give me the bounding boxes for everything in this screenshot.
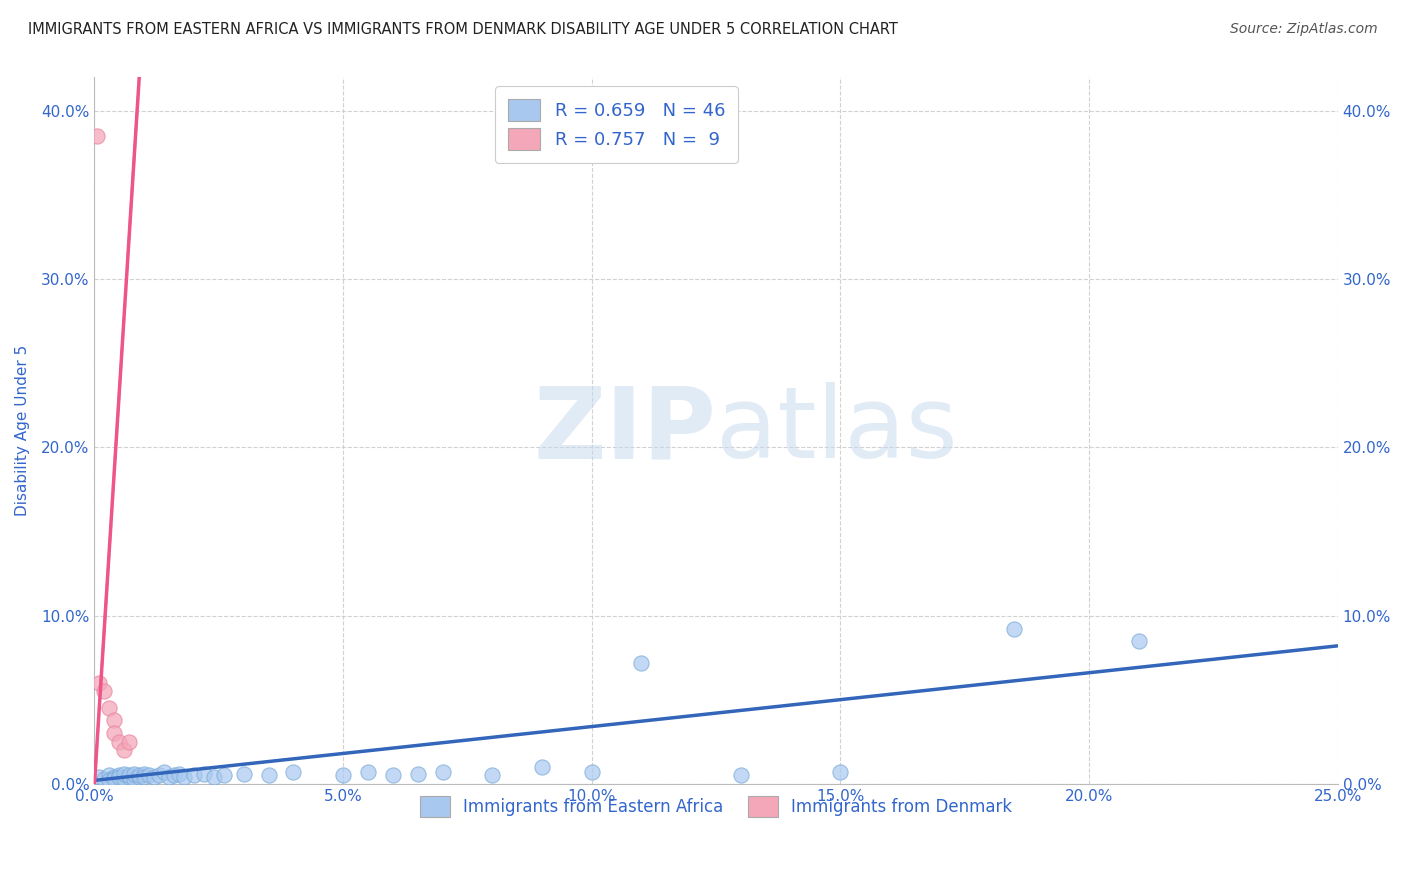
Point [93,772,115,786]
Point [143,770,166,784]
Point [332,768,354,782]
Point [98,773,121,788]
Point [481,768,503,782]
Point [118,768,141,782]
Point [183,768,205,782]
Point [112,766,135,780]
Point [283,764,305,779]
Point [530,760,553,774]
Point [581,764,603,779]
Text: atlas: atlas [716,382,957,479]
Point [98,701,121,715]
Point [108,770,131,784]
Point [112,743,135,757]
Point [163,768,186,782]
Legend: Immigrants from Eastern Africa, Immigrants from Denmark: Immigrants from Eastern Africa, Immigran… [411,788,1021,825]
Point [232,766,254,780]
Text: IMMIGRANTS FROM EASTERN AFRICA VS IMMIGRANTS FROM DENMARK DISABILITY AGE UNDER 5: IMMIGRANTS FROM EASTERN AFRICA VS IMMIGR… [28,22,898,37]
Point [202,770,225,784]
Point [103,770,125,784]
Point [112,772,135,786]
Y-axis label: Disability Age Under 5: Disability Age Under 5 [15,345,30,516]
Point [157,770,180,784]
Text: ZIP: ZIP [533,382,716,479]
Point [381,768,404,782]
Point [134,770,156,784]
Point [98,768,121,782]
Point [830,764,852,779]
Point [173,770,195,784]
Point [1002,622,1025,636]
Point [118,770,141,784]
Point [193,766,215,780]
Point [212,768,235,782]
Point [122,772,145,786]
Point [167,766,190,780]
Point [118,734,141,748]
Point [103,713,125,727]
Point [128,768,150,782]
Point [148,768,170,782]
Point [1128,633,1150,648]
Point [432,764,454,779]
Point [257,768,280,782]
Point [357,764,380,779]
Point [103,726,125,740]
Point [406,766,429,780]
Point [134,766,156,780]
Point [103,772,125,786]
Point [108,768,131,782]
Point [122,766,145,780]
Point [153,764,176,779]
Point [138,768,160,782]
Point [86,129,108,144]
Text: Source: ZipAtlas.com: Source: ZipAtlas.com [1230,22,1378,37]
Point [89,676,111,690]
Point [89,770,111,784]
Point [630,656,652,670]
Point [108,734,131,748]
Point [93,684,115,698]
Point [730,768,752,782]
Point [128,770,150,784]
